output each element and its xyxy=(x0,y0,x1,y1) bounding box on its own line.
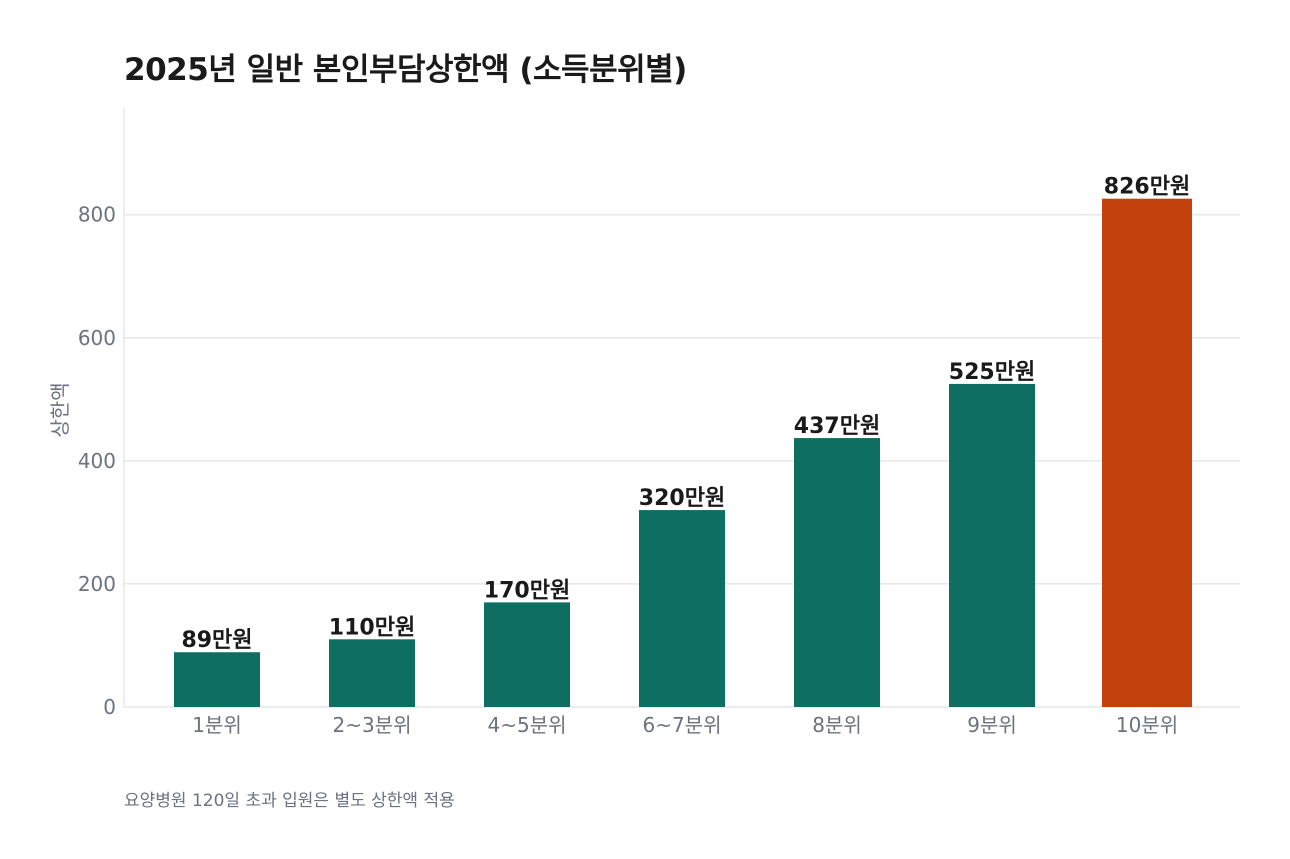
x-tick-label: 2~3분위 xyxy=(332,713,411,737)
x-tick-label: 8분위 xyxy=(812,713,862,737)
y-axis-ticks: 0 200 400 600 800 xyxy=(78,203,116,719)
y-tick-label: 200 xyxy=(78,572,116,596)
y-tick-label: 800 xyxy=(78,203,116,227)
x-tick-label: 10분위 xyxy=(1116,713,1178,737)
data-label: 826만원 xyxy=(1104,175,1190,200)
chart-title: 2025년 일반 본인부담상한액 (소득분위별) xyxy=(124,52,687,88)
data-label: 110만원 xyxy=(329,615,415,640)
bar-5 xyxy=(794,438,880,707)
data-label: 437만원 xyxy=(794,414,880,439)
bars xyxy=(174,198,1192,707)
bar-1 xyxy=(174,652,260,707)
footnote: 요양병원 120일 초과 입원은 별도 상한액 적용 xyxy=(124,791,455,811)
bar-2 xyxy=(329,639,415,707)
data-labels: 89만원 110만원 170만원 320만원 437만원 525만원 826만원 xyxy=(181,175,1190,654)
data-label: 89만원 xyxy=(181,628,252,653)
bar-6 xyxy=(949,383,1035,707)
y-tick-label: 0 xyxy=(103,695,116,719)
x-tick-label: 6~7분위 xyxy=(642,713,721,737)
y-tick-label: 600 xyxy=(78,326,116,350)
x-axis-ticks: 1분위 2~3분위 4~5분위 6~7분위 8분위 9분위 10분위 xyxy=(192,713,1178,737)
bar-3 xyxy=(484,602,570,707)
data-label: 320만원 xyxy=(639,486,725,511)
data-label: 170만원 xyxy=(484,578,570,603)
x-tick-label: 1분위 xyxy=(192,713,242,737)
y-axis-label: 상한액 xyxy=(48,382,72,437)
bar-4 xyxy=(639,510,725,707)
bar-7 xyxy=(1102,198,1192,707)
x-tick-label: 4~5분위 xyxy=(487,713,566,737)
x-tick-label: 9분위 xyxy=(967,713,1017,737)
data-label: 525만원 xyxy=(949,360,1035,385)
y-tick-label: 400 xyxy=(78,449,116,473)
